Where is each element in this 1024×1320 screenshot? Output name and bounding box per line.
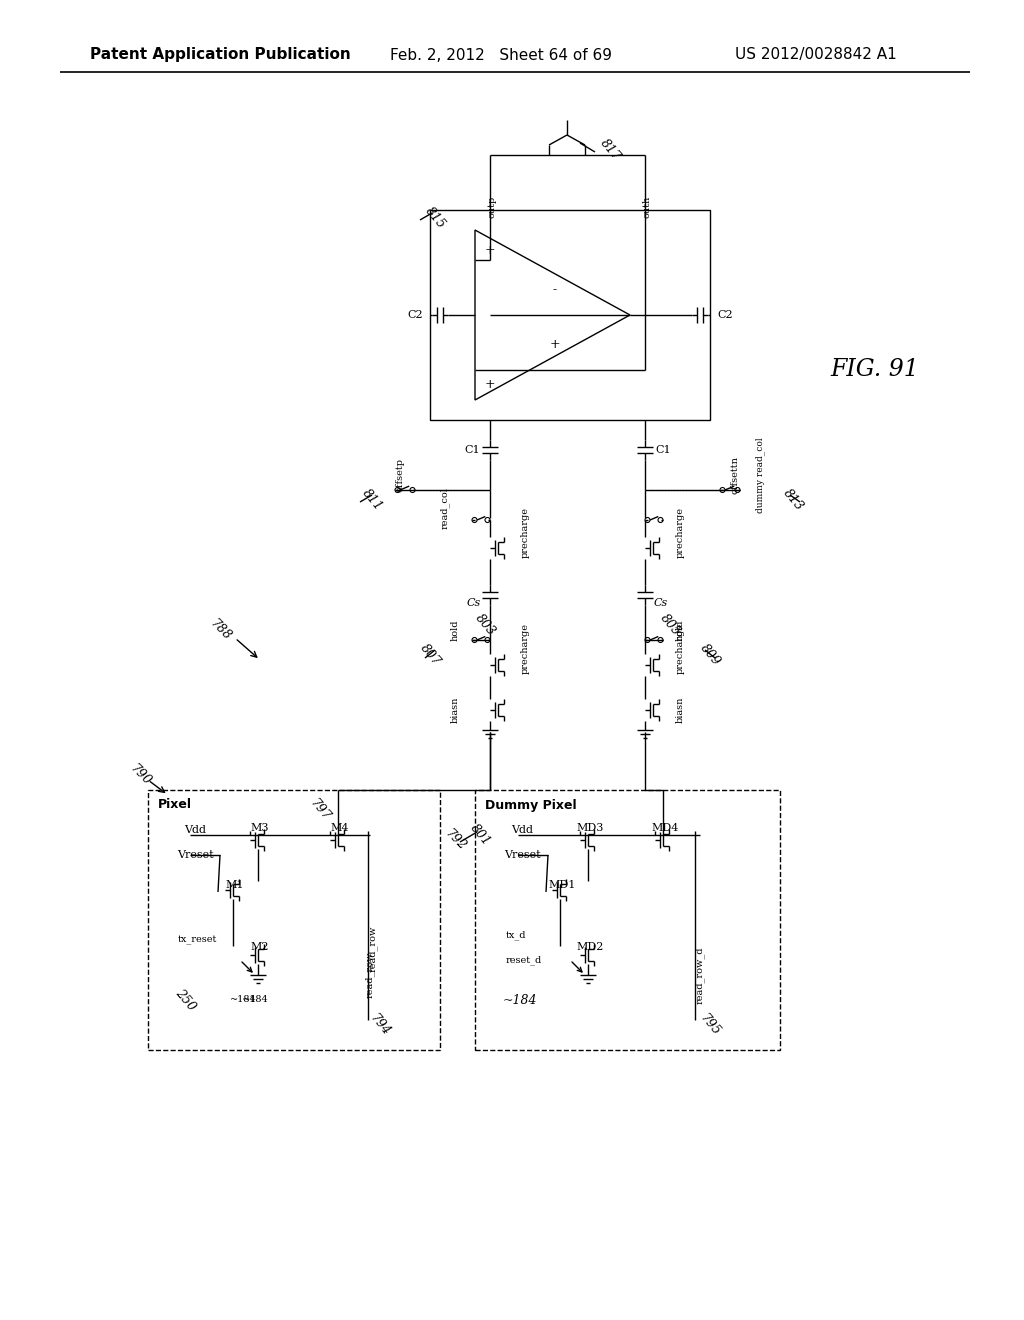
Text: M3: M3 <box>251 822 269 833</box>
Text: C2: C2 <box>408 310 423 319</box>
Text: MD2: MD2 <box>577 942 604 952</box>
Text: MD3: MD3 <box>577 822 604 833</box>
Text: read_col: read_col <box>440 487 450 529</box>
Text: 250: 250 <box>172 986 198 1014</box>
Text: Vdd: Vdd <box>184 825 206 836</box>
Text: dummy read_col: dummy read_col <box>755 437 765 512</box>
Text: +: + <box>550 338 560 351</box>
Text: ~184: ~184 <box>229 995 256 1005</box>
Text: 813: 813 <box>780 487 806 513</box>
Text: 815: 815 <box>422 205 447 231</box>
Text: C2: C2 <box>717 310 733 319</box>
Text: 790: 790 <box>127 762 153 788</box>
Text: C1: C1 <box>655 445 671 455</box>
Text: precharge: precharge <box>676 623 684 675</box>
Text: hold: hold <box>451 619 460 640</box>
Text: outp: outp <box>487 195 497 218</box>
Text: read_row: read_row <box>366 952 375 998</box>
Bar <box>148 789 440 1049</box>
Text: 817: 817 <box>597 137 623 164</box>
Text: FIG. 91: FIG. 91 <box>830 359 919 381</box>
Text: 811: 811 <box>359 487 385 513</box>
Text: 794: 794 <box>368 1011 392 1039</box>
Text: MD4: MD4 <box>651 822 679 833</box>
Text: precharge: precharge <box>676 507 684 557</box>
Text: 801: 801 <box>467 821 493 849</box>
Text: 788: 788 <box>207 616 233 643</box>
Text: read_row: read_row <box>369 925 378 972</box>
Text: Vreset: Vreset <box>177 850 213 861</box>
Text: tx_reset: tx_reset <box>178 936 217 945</box>
Text: offsetp: offsetp <box>395 458 404 492</box>
Bar <box>475 789 780 1049</box>
Text: Cs: Cs <box>467 598 481 609</box>
Text: US 2012/0028842 A1: US 2012/0028842 A1 <box>735 48 897 62</box>
Text: MD1: MD1 <box>548 880 575 890</box>
Text: -: - <box>553 284 557 297</box>
Text: 805: 805 <box>657 611 683 639</box>
Text: +: + <box>484 379 496 392</box>
Text: Vreset: Vreset <box>504 850 541 861</box>
Text: offsettn: offsettn <box>730 457 739 494</box>
Text: precharge: precharge <box>520 507 529 557</box>
Text: Cs: Cs <box>654 598 668 609</box>
Text: biasn: biasn <box>451 697 460 723</box>
Text: 809: 809 <box>697 642 723 668</box>
Text: biasn: biasn <box>676 697 684 723</box>
Text: M1: M1 <box>225 880 245 890</box>
Text: M4: M4 <box>331 822 349 833</box>
Text: Feb. 2, 2012   Sheet 64 of 69: Feb. 2, 2012 Sheet 64 of 69 <box>390 48 612 62</box>
Text: 792: 792 <box>442 826 468 853</box>
Text: ~184: ~184 <box>503 994 538 1006</box>
Text: 803: 803 <box>472 611 498 639</box>
Text: precharge: precharge <box>520 623 529 675</box>
Text: Patent Application Publication: Patent Application Publication <box>90 48 351 62</box>
Text: reset_d: reset_d <box>506 956 543 965</box>
Bar <box>430 210 710 420</box>
Text: Vdd: Vdd <box>511 825 534 836</box>
Text: tx_d: tx_d <box>506 931 526 940</box>
Text: outh: outh <box>642 195 651 218</box>
Text: hold: hold <box>676 619 684 640</box>
Text: 797: 797 <box>307 797 333 824</box>
Text: ~184: ~184 <box>242 995 268 1005</box>
Text: 807: 807 <box>418 642 442 668</box>
Text: Dummy Pixel: Dummy Pixel <box>485 799 577 812</box>
Text: Pixel: Pixel <box>158 799 193 812</box>
Text: +: + <box>484 243 496 256</box>
Text: M2: M2 <box>251 942 269 952</box>
Text: 795: 795 <box>697 1011 723 1039</box>
Text: read_row_d: read_row_d <box>695 946 705 1003</box>
Text: C1: C1 <box>464 445 480 455</box>
